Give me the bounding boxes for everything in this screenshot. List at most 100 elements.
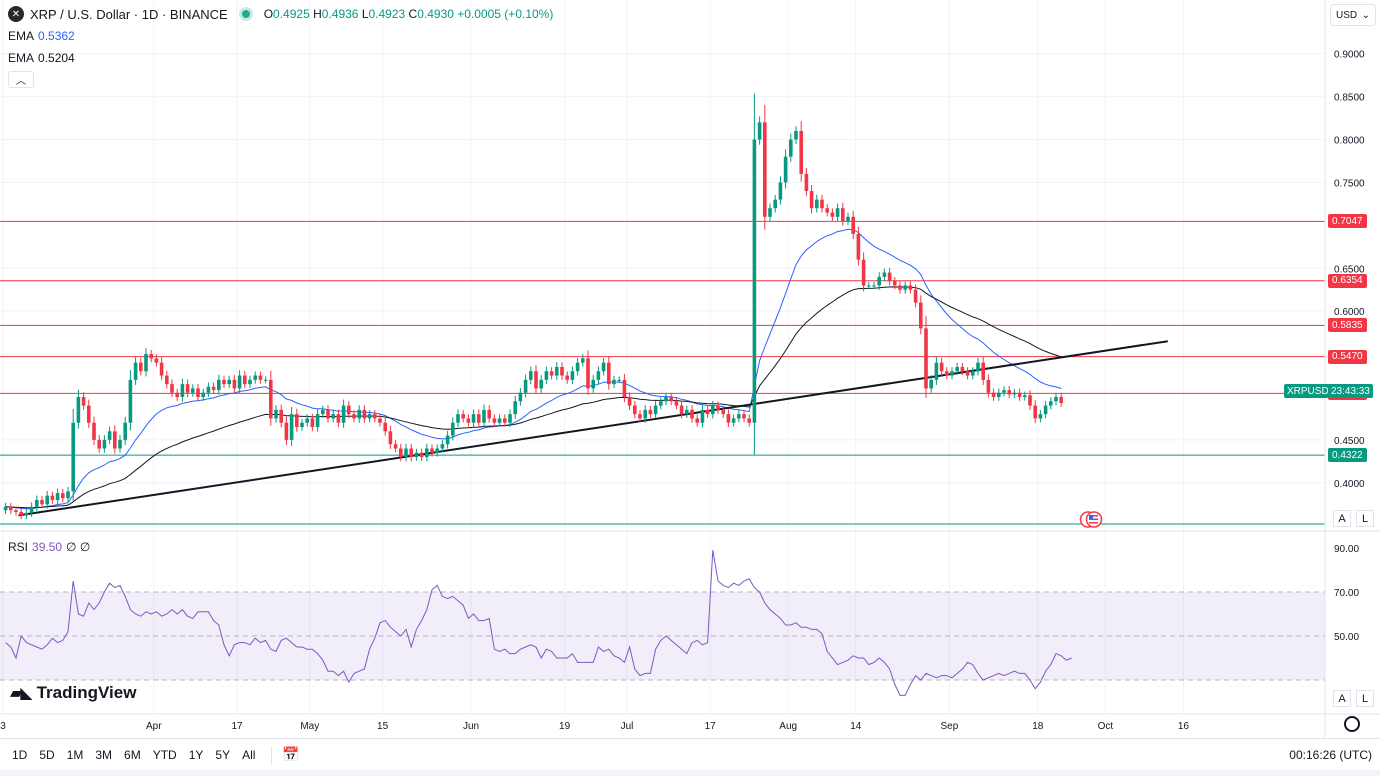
candle-body — [440, 444, 445, 449]
rsi-log-scale-button[interactable]: L — [1356, 690, 1374, 707]
candle-body — [430, 448, 434, 453]
rsi-legend[interactable]: RSI 39.50 ∅ ∅ — [8, 540, 91, 554]
candle-body — [336, 414, 341, 423]
rsi-auto-scale-button[interactable]: A — [1333, 690, 1351, 707]
timeframe-all-button[interactable]: All — [242, 747, 256, 762]
candle-body — [981, 362, 985, 380]
candle-body — [159, 362, 164, 376]
timeframe-1d-button[interactable]: 1D — [12, 747, 28, 762]
candle-body — [742, 414, 746, 419]
candle-body — [721, 409, 725, 415]
candle-body — [757, 122, 762, 140]
candle-body — [383, 422, 387, 432]
ema-fast-legend[interactable]: EMA 0.5362 — [8, 29, 75, 43]
candle-body — [217, 379, 221, 391]
candle-body — [409, 448, 413, 458]
candle-body — [986, 379, 991, 393]
candle-body — [778, 182, 783, 200]
candle-body — [544, 371, 549, 380]
ema-lines — [5, 228, 1062, 510]
candle-body — [607, 362, 611, 385]
candle-body — [638, 414, 642, 419]
currency-button[interactable]: USD ⌄ — [1330, 4, 1376, 26]
timeframe-6m-button[interactable]: 6M — [124, 747, 141, 762]
us-flag-icon[interactable] — [1078, 511, 1106, 528]
candle-body — [1033, 405, 1037, 419]
candle-body — [581, 358, 585, 363]
candle-body — [794, 130, 798, 140]
candle-body — [945, 371, 949, 376]
candle-body — [284, 422, 289, 440]
timeframe-ytd-button[interactable]: YTD — [152, 747, 177, 762]
y-tick-label: 0.7500 — [1334, 178, 1365, 189]
candle-body — [196, 388, 200, 397]
candle-body — [659, 401, 663, 406]
timeframe-5d-button[interactable]: 5D — [39, 747, 55, 762]
collapse-legend-button[interactable]: ︿ — [8, 71, 34, 88]
candle-body — [461, 414, 465, 419]
y-tick-label: 0.6000 — [1334, 307, 1365, 318]
candle-body — [482, 409, 486, 423]
candle-body — [529, 371, 533, 380]
candle-body — [71, 422, 75, 492]
candle-body — [555, 366, 559, 376]
tradingview-logo[interactable]: ▰◣ TradingView — [10, 683, 137, 702]
candle-body — [846, 216, 850, 222]
candle-body — [783, 156, 788, 183]
candle-body — [185, 384, 190, 393]
candle-body — [1023, 395, 1027, 397]
candle-body — [477, 414, 481, 423]
candle-body — [789, 139, 793, 157]
candle-body — [258, 375, 263, 380]
candle-body — [664, 396, 668, 402]
candle-body — [737, 414, 741, 419]
candle-body — [976, 362, 980, 372]
log-scale-button[interactable]: L — [1356, 510, 1374, 527]
timeframe-1y-button[interactable]: 1Y — [188, 747, 204, 762]
candle-body — [1012, 392, 1017, 395]
candle-body — [695, 418, 699, 423]
chart-header: ✕ XRP / U.S. Dollar · 1D · BINANCE O0.49… — [8, 6, 553, 22]
horizontal-levels — [0, 220, 1325, 525]
price-level-tag: 0.5835 — [1328, 318, 1367, 333]
candle-body — [1054, 396, 1058, 402]
timeframe-5y-button[interactable]: 5Y — [215, 747, 231, 762]
candle-body — [763, 122, 767, 217]
candle-body — [591, 379, 595, 389]
x-tick-label: 19 — [559, 721, 571, 732]
candle-body — [991, 392, 996, 397]
candle-body — [830, 212, 835, 217]
y-tick-label: 0.8500 — [1334, 93, 1365, 104]
candle-body — [102, 439, 107, 449]
ema-fast-value: 0.5362 — [38, 29, 75, 43]
candle-body — [113, 431, 117, 449]
ema-slow-legend[interactable]: EMA 0.5204 — [8, 51, 75, 65]
candle-body — [66, 491, 70, 499]
utc-clock[interactable]: 00:16:26 (UTC) — [1289, 747, 1372, 762]
trendline — [18, 340, 1168, 517]
candle-body — [492, 418, 497, 423]
candle-body — [279, 409, 283, 423]
gear-icon[interactable] — [1344, 716, 1360, 732]
candle-body — [45, 495, 49, 505]
goto-date-icon[interactable]: 📅 — [282, 746, 300, 762]
symbol-title[interactable]: XRP / U.S. Dollar · 1D · BINANCE — [30, 6, 228, 22]
candle-body — [747, 418, 751, 423]
candle-body — [820, 199, 824, 209]
candle-body — [118, 439, 122, 449]
chart-canvas[interactable]: 0.90000.85000.80000.75000.65000.60000.55… — [0, 0, 1380, 738]
candle-body — [170, 384, 174, 393]
candle-body — [347, 405, 351, 415]
candle-body — [856, 233, 861, 260]
candle-body — [726, 414, 731, 423]
timeframe-1m-button[interactable]: 1M — [66, 747, 84, 762]
x-tick-label: 3 — [0, 721, 6, 732]
auto-scale-button[interactable]: A — [1333, 510, 1351, 527]
candle-body — [3, 506, 8, 511]
chevron-down-icon: ⌄ — [1361, 9, 1370, 21]
candle-body — [61, 493, 65, 499]
timeframe-3m-button[interactable]: 3M — [95, 747, 113, 762]
candle-body — [960, 366, 965, 372]
ema-fast-name: EMA — [8, 29, 35, 43]
ema-fast-line — [5, 228, 1062, 510]
